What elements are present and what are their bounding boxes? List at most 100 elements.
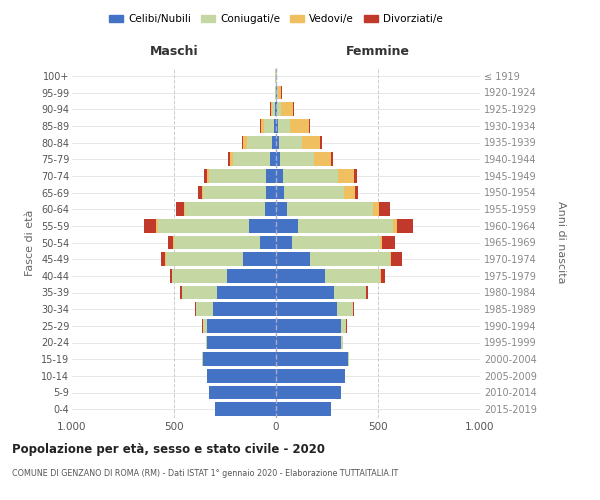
Bar <box>206 369 276 382</box>
Bar <box>181 286 182 300</box>
Bar <box>276 386 341 400</box>
Bar <box>292 236 380 250</box>
Bar <box>274 119 276 132</box>
Bar <box>145 219 155 232</box>
Bar <box>276 186 284 200</box>
Bar <box>277 102 281 116</box>
Bar <box>209 386 276 400</box>
Bar <box>276 119 278 132</box>
Bar <box>320 136 322 149</box>
Bar <box>213 302 276 316</box>
Bar <box>244 136 247 149</box>
Bar <box>337 302 353 316</box>
Bar <box>314 152 331 166</box>
Bar <box>266 186 276 200</box>
Bar <box>310 252 390 266</box>
Bar <box>182 286 217 300</box>
Bar <box>276 202 287 216</box>
Bar <box>276 319 341 332</box>
Bar <box>196 302 213 316</box>
Bar <box>276 369 346 382</box>
Bar <box>276 286 334 300</box>
Bar <box>260 236 276 250</box>
Text: Femmine: Femmine <box>346 46 410 59</box>
Bar <box>206 169 209 182</box>
Bar <box>276 169 283 182</box>
Bar <box>379 202 390 216</box>
Y-axis label: Anni di nascita: Anni di nascita <box>556 201 566 283</box>
Y-axis label: Fasce di età: Fasce di età <box>25 210 35 276</box>
Bar <box>276 102 277 116</box>
Bar <box>283 169 338 182</box>
Bar <box>281 102 293 116</box>
Bar <box>203 319 206 332</box>
Bar <box>271 102 272 116</box>
Bar <box>277 86 278 100</box>
Bar <box>161 252 165 266</box>
Bar <box>270 152 276 166</box>
Bar <box>174 236 260 250</box>
Bar <box>390 252 391 266</box>
Bar <box>173 236 174 250</box>
Bar <box>203 186 266 200</box>
Bar <box>215 402 276 416</box>
Bar <box>373 202 379 216</box>
Bar <box>217 286 276 300</box>
Bar <box>206 319 276 332</box>
Bar <box>265 202 276 216</box>
Bar <box>185 202 265 216</box>
Bar <box>158 219 250 232</box>
Bar <box>206 336 276 349</box>
Bar <box>165 252 166 266</box>
Bar <box>344 186 355 200</box>
Bar <box>242 136 244 149</box>
Bar <box>272 136 276 149</box>
Bar <box>227 269 276 282</box>
Bar <box>166 252 244 266</box>
Bar <box>341 336 343 349</box>
Bar <box>382 236 395 250</box>
Bar <box>334 286 366 300</box>
Text: COMUNE DI GENZANO DI ROMA (RM) - Dati ISTAT 1° gennaio 2020 - Elaborazione TUTTA: COMUNE DI GENZANO DI ROMA (RM) - Dati IS… <box>12 468 398 477</box>
Bar <box>353 169 356 182</box>
Bar <box>279 136 302 149</box>
Bar <box>353 302 355 316</box>
Bar <box>168 236 173 250</box>
Bar <box>199 186 202 200</box>
Bar <box>250 219 276 232</box>
Bar <box>176 202 184 216</box>
Bar <box>203 169 206 182</box>
Bar <box>293 102 295 116</box>
Bar <box>276 86 277 100</box>
Bar <box>284 186 344 200</box>
Bar <box>276 302 337 316</box>
Bar <box>276 352 349 366</box>
Bar <box>302 136 320 149</box>
Bar <box>278 86 281 100</box>
Bar <box>203 352 276 366</box>
Bar <box>276 402 331 416</box>
Bar <box>331 152 333 166</box>
Bar <box>202 186 203 200</box>
Bar <box>276 269 325 282</box>
Bar <box>155 219 158 232</box>
Bar <box>276 136 279 149</box>
Bar <box>308 119 310 132</box>
Bar <box>264 119 274 132</box>
Bar <box>209 169 266 182</box>
Bar <box>184 202 185 216</box>
Bar <box>233 152 270 166</box>
Bar <box>341 319 346 332</box>
Text: Popolazione per età, sesso e stato civile - 2020: Popolazione per età, sesso e stato civil… <box>12 442 325 456</box>
Bar <box>325 269 380 282</box>
Bar <box>338 169 353 182</box>
Bar <box>276 219 298 232</box>
Bar <box>394 219 397 232</box>
Bar <box>276 236 292 250</box>
Bar <box>290 119 308 132</box>
Bar <box>260 119 264 132</box>
Bar <box>380 269 385 282</box>
Bar <box>280 152 314 166</box>
Legend: Celibi/Nubili, Coniugati/e, Vedovi/e, Divorziati/e: Celibi/Nubili, Coniugati/e, Vedovi/e, Di… <box>105 10 447 29</box>
Bar <box>172 269 227 282</box>
